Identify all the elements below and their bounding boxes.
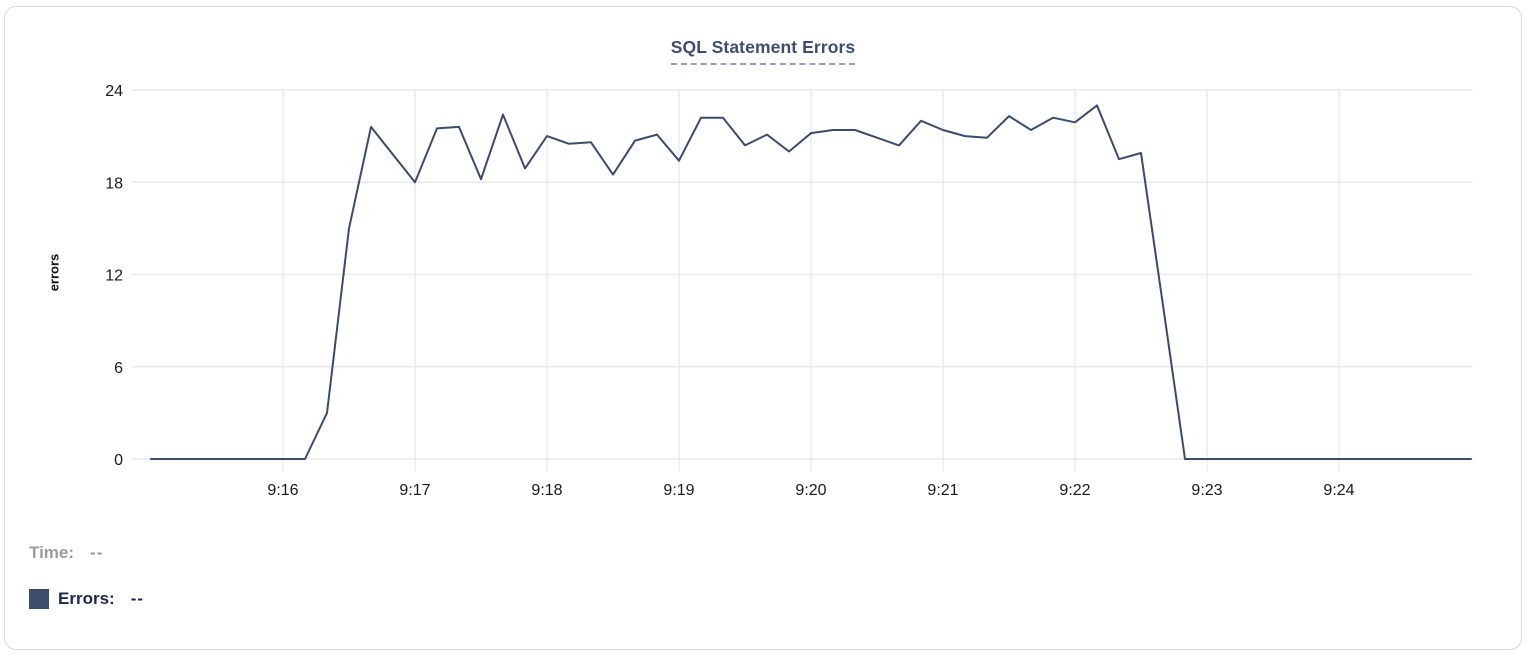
x-tick-label: 9:20 bbox=[795, 482, 826, 499]
x-tick-label: 9:16 bbox=[267, 482, 298, 499]
tooltip-errors-row: Errors: -- bbox=[29, 589, 144, 609]
chart-header: SQL Statement Errors bbox=[5, 37, 1521, 65]
x-tick-label: 9:22 bbox=[1059, 482, 1090, 499]
x-tick-label: 9:18 bbox=[531, 482, 562, 499]
errors-series-swatch bbox=[29, 589, 49, 609]
chart-title[interactable]: SQL Statement Errors bbox=[670, 37, 856, 65]
x-tick-label: 9:24 bbox=[1323, 482, 1354, 499]
x-tick-label: 9:19 bbox=[663, 482, 694, 499]
x-tick-label: 9:21 bbox=[927, 482, 958, 499]
errors-line-chart[interactable]: 9:16 9:17 9:18 9:19 9:20 9:21 9:22 9:23 9:24 24 18… bbox=[5, 7, 1528, 659]
x-tick-label: 9:17 bbox=[399, 482, 430, 499]
time-label: Time: bbox=[29, 543, 75, 562]
chart-card: SQL Statement Errors errors 9:16 9:17 9:18… bbox=[4, 6, 1522, 650]
tooltip-time-row: Time: -- bbox=[29, 543, 103, 563]
y-tick-label: 12 bbox=[105, 268, 123, 285]
errors-series-line[interactable] bbox=[150, 104, 1472, 460]
y-tick-label: 6 bbox=[114, 360, 123, 377]
y-tick-label: 0 bbox=[114, 452, 123, 469]
y-tick-label: 24 bbox=[105, 83, 123, 100]
errors-value: -- bbox=[130, 589, 145, 608]
x-tick-label: 9:23 bbox=[1191, 482, 1222, 499]
time-value: -- bbox=[90, 543, 104, 562]
y-tick-label: 18 bbox=[105, 175, 123, 192]
errors-label: Errors: bbox=[58, 589, 115, 608]
